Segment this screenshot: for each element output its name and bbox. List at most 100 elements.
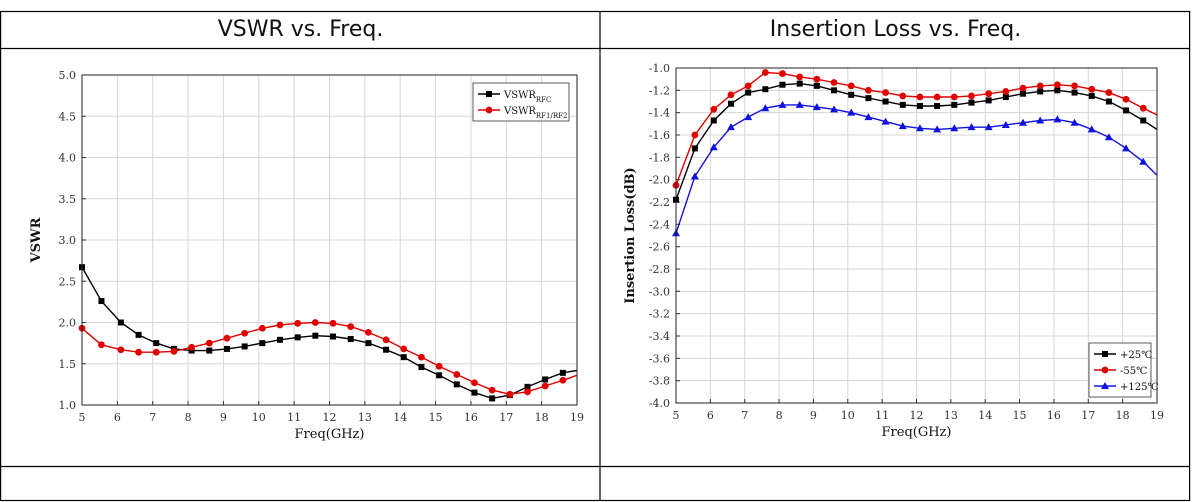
il-legend-label-1: -55℃ — [1120, 366, 1147, 377]
vswr-series-0-point-27 — [559, 369, 566, 376]
vswr-ytick-label: 3.0 — [59, 234, 77, 247]
vswr-xtick-label: 10 — [252, 411, 266, 424]
il-series-2-point-25 — [1104, 133, 1113, 141]
il-ytick-label: -3.0 — [649, 285, 670, 298]
il-ytick-label: -2.6 — [649, 241, 670, 254]
il-legend-marker-0 — [1102, 351, 1108, 357]
il-series-2-point-12 — [881, 117, 890, 125]
il-ytick-label: -1.0 — [649, 62, 670, 75]
vswr-series-1-point-12 — [294, 319, 302, 327]
vswr-series-0-point-25 — [524, 383, 531, 390]
il-ytick-label: -2.2 — [649, 196, 670, 209]
il-ylabel: Insertion Loss(dB) — [623, 167, 638, 303]
vswr-series-1-point-6 — [188, 343, 196, 351]
vswr-legend — [472, 82, 570, 122]
vswr-ytick-label: 2.0 — [59, 317, 77, 330]
il-series-0-point-14 — [916, 102, 923, 109]
il-series-1-point-25 — [1105, 89, 1113, 96]
il-series-2-point-14 — [915, 124, 924, 132]
vswr-series-0-point-13 — [312, 332, 319, 339]
vswr-series-1-point-24 — [506, 390, 514, 398]
vswr-series-1-point-7 — [205, 339, 213, 347]
vswr-series-1-point-17 — [382, 336, 390, 344]
il-xtick-label: 10 — [841, 409, 855, 422]
vswr-ytick-label: 4.0 — [59, 152, 77, 165]
il-series-2-point-9 — [830, 105, 839, 113]
il-series-2-point-1 — [690, 172, 699, 180]
il-series-0-point-21 — [1037, 88, 1044, 95]
il-series-2-point-26 — [1122, 144, 1131, 152]
vswr-xtick-label: 7 — [149, 411, 156, 424]
il-series-2-point-17 — [967, 123, 976, 131]
il-series-2-point-24 — [1087, 125, 1096, 133]
vswr-series-1-point-15 — [347, 323, 355, 331]
vswr-series-0-point-4 — [153, 340, 160, 347]
il-series-0-point-12 — [882, 98, 889, 105]
il-series-0-point-19 — [1002, 94, 1009, 101]
vswr-series-0-point-18 — [400, 354, 407, 361]
il-series-1-point-3 — [727, 91, 735, 99]
il-series-0-point-5 — [762, 86, 769, 93]
header-vswr: VSWR vs. Freq. — [217, 17, 384, 42]
vswr-series-1-point-3 — [135, 348, 142, 356]
il-series-1-point-11 — [865, 86, 872, 94]
vswr-series-1-point-26 — [541, 382, 549, 390]
il-series-0-point-3 — [727, 100, 734, 107]
il-series-2-point-21 — [1036, 116, 1045, 124]
vswr-series-1-point-25 — [524, 388, 531, 396]
vswr-xtick-label: 19 — [570, 411, 584, 424]
il-series-0-point-26 — [1123, 107, 1130, 114]
il-series-2-point-20 — [1019, 118, 1028, 126]
il-series-0-point-17 — [968, 99, 975, 106]
il-series-0-point-8 — [813, 82, 820, 89]
vswr-series-1-point-19 — [418, 353, 425, 361]
vswr-series-0-point-10 — [259, 340, 266, 347]
il-series-2-point-5 — [761, 104, 770, 112]
vswr-xtick-label: 17 — [499, 411, 513, 424]
il-series-2-point-3 — [726, 123, 735, 131]
table-grid — [0, 10, 1191, 502]
il-series-1-point-19 — [1002, 88, 1010, 95]
vswr-series-0-point-7 — [206, 347, 213, 354]
il-series-0-point-4 — [745, 89, 752, 96]
il-xtick-label: 19 — [1150, 409, 1164, 422]
il-series-0-point-20 — [1020, 90, 1027, 97]
vswr-xtick-label: 9 — [220, 411, 227, 424]
il-legend-label-0: +25℃ — [1120, 350, 1152, 361]
il-xtick-label: 15 — [1013, 409, 1027, 422]
vswr-legend-label-sub-0: RFC — [536, 96, 551, 104]
vswr-xtick-label: 11 — [287, 411, 301, 424]
il-xtick-label: 5 — [673, 409, 680, 422]
vswr-chart: 5 6 7 8 9 10 11 12 13 14 15 16 17 18 19 1.0 1.5 2.0 2.5 3.0… — [29, 69, 584, 442]
il-series-1-point-20 — [1019, 84, 1027, 92]
vswr-series-1-point-22 — [471, 379, 478, 387]
il-ytick-label: -3.2 — [649, 308, 670, 321]
vswr-xtick-label: 16 — [464, 411, 478, 424]
il-series-2-point-23 — [1070, 118, 1079, 126]
il-xtick-label: 12 — [910, 409, 924, 422]
il-series-2-point-15 — [933, 125, 942, 133]
il-xtick-label: 11 — [875, 409, 889, 422]
vswr-xtick-label: 8 — [185, 411, 192, 424]
vswr-ytick-label: 5.0 — [59, 69, 77, 82]
il-series-1-point-14 — [916, 93, 924, 101]
vswr-series-1-point-1 — [98, 341, 105, 349]
vswr-series-0-point-19 — [418, 364, 425, 371]
il-series-2-point-6 — [778, 100, 787, 108]
il-legend-label-2: +125℃ — [1120, 382, 1159, 393]
vswr-series-1-point-20 — [435, 362, 443, 370]
vswr-series-1-point-4 — [152, 348, 160, 356]
il-xtick-label: 8 — [776, 409, 783, 422]
vswr-legend-marker-0 — [486, 91, 492, 97]
il-xtick-label: 7 — [741, 409, 748, 422]
il-series-1-point-12 — [882, 89, 889, 96]
il-series-0-point-25 — [1105, 98, 1112, 105]
vswr-series-1-point-23 — [488, 386, 496, 394]
vswr-series-1-point-5 — [170, 347, 178, 355]
il-xtick-label: 9 — [810, 409, 817, 422]
il-series-1-point-6 — [779, 70, 786, 77]
vswr-series-1-point-2 — [117, 346, 125, 354]
il-ytick-label: -3.4 — [649, 330, 670, 343]
il-xtick-label: 13 — [944, 409, 958, 422]
